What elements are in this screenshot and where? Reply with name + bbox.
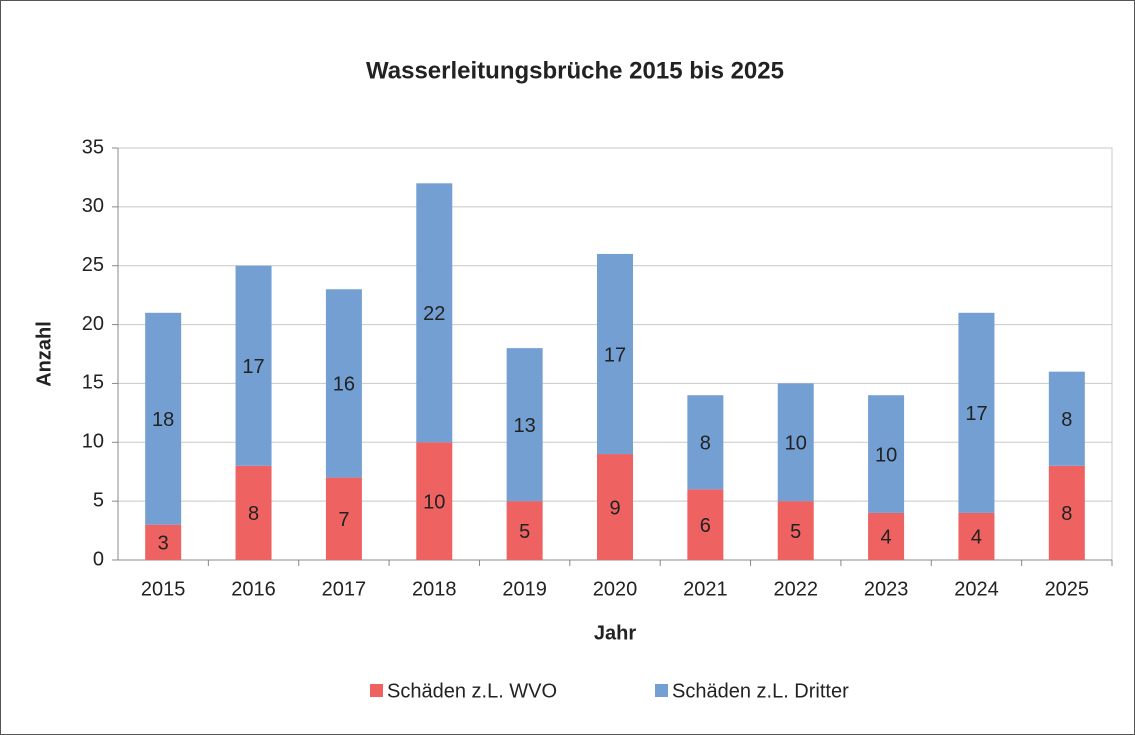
data-label: 13 (514, 415, 536, 437)
y-axis-label: Anzahl (33, 321, 55, 387)
bar (597, 454, 633, 560)
x-tick-label: 2024 (954, 578, 999, 600)
x-tick-label: 2025 (1045, 578, 1090, 600)
x-tick-label: 2019 (502, 578, 547, 600)
data-label: 7 (338, 509, 349, 531)
bar (687, 395, 724, 490)
data-label: 6 (700, 515, 711, 537)
bar (597, 253, 633, 455)
x-axis-label: Jahr (594, 622, 636, 644)
data-label: 5 (519, 521, 530, 543)
data-label: 18 (152, 409, 174, 431)
bar (1048, 371, 1085, 466)
data-label: 10 (423, 491, 445, 513)
bar (235, 265, 272, 466)
data-label: 8 (248, 503, 259, 525)
data-label: 22 (423, 303, 445, 325)
y-tick-label: 5 (93, 489, 104, 511)
data-label: 17 (965, 403, 987, 425)
y-tick-label: 20 (82, 313, 104, 335)
x-tick-label: 2022 (773, 578, 818, 600)
bar (777, 383, 814, 502)
bar (416, 442, 453, 560)
data-label: 9 (609, 497, 620, 519)
x-tick-label: 2021 (683, 578, 728, 600)
x-tick-label: 2023 (864, 578, 909, 600)
x-tick-label: 2018 (412, 578, 457, 600)
bar (235, 465, 272, 560)
bar (416, 183, 453, 443)
legend-swatch (370, 684, 383, 697)
y-tick-label: 25 (82, 254, 104, 276)
data-label: 17 (604, 344, 626, 366)
bar (777, 501, 814, 560)
data-label: 5 (790, 521, 801, 543)
bar (506, 501, 543, 560)
chart-title: Wasserleitungsbrüche 2015 bis 2025 (366, 57, 784, 84)
data-label: 17 (242, 356, 264, 378)
bar (325, 289, 362, 478)
bar (145, 312, 182, 525)
data-label: 16 (333, 374, 355, 396)
x-tick-label: 2017 (322, 578, 367, 600)
bar (1048, 465, 1085, 560)
legend-swatch (655, 684, 668, 697)
bar (958, 312, 995, 513)
legend-label: Schäden z.L. Dritter (672, 680, 849, 702)
x-tick-label: 2016 (231, 578, 276, 600)
data-label: 8 (1061, 503, 1072, 525)
data-label: 4 (971, 527, 982, 549)
legend-label: Schäden z.L. WVO (387, 680, 557, 702)
data-label: 10 (875, 444, 897, 466)
bar (868, 395, 905, 513)
bar (325, 477, 362, 560)
data-label: 8 (700, 433, 711, 455)
y-tick-label: 0 (93, 548, 104, 570)
y-tick-label: 30 (82, 195, 104, 217)
data-label: 4 (881, 527, 892, 549)
y-tick-label: 10 (82, 431, 104, 453)
y-tick-label: 35 (82, 136, 104, 158)
data-label: 10 (785, 433, 807, 455)
bar (506, 348, 543, 502)
y-tick-label: 15 (82, 372, 104, 394)
bar (687, 489, 724, 560)
data-label: 3 (158, 533, 169, 555)
x-tick-label: 2020 (593, 578, 638, 600)
bar (868, 512, 905, 560)
bar (145, 524, 182, 560)
x-tick-label: 2015 (141, 578, 186, 600)
bar (958, 512, 995, 560)
data-label: 8 (1061, 409, 1072, 431)
